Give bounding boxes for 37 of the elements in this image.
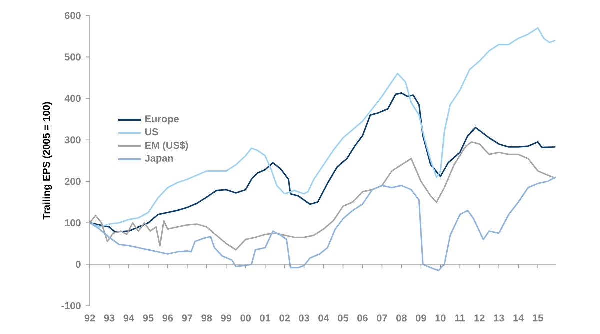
x-tick-label: 02 xyxy=(280,314,290,322)
x-tick-label: 09 xyxy=(416,314,426,322)
x-tick-label: 94 xyxy=(124,314,134,322)
x-tick-label: 10 xyxy=(436,314,446,322)
x-tick-label: 15 xyxy=(533,314,544,322)
x-tick-label: 93 xyxy=(104,314,115,322)
x-tick-label: 08 xyxy=(396,314,407,322)
x-tick-label: 98 xyxy=(202,314,212,322)
y-tick-label: 200 xyxy=(64,178,81,186)
x-tick-label: 92 xyxy=(84,314,96,322)
x-tick-label: 07 xyxy=(377,314,388,322)
x-tick-label: 14 xyxy=(514,314,524,322)
x-tick-label: 99 xyxy=(221,314,232,322)
y-tick-label: 600 xyxy=(64,12,81,20)
legend-label: Europe xyxy=(146,116,179,125)
y-tick-label: 300 xyxy=(64,136,81,144)
x-tick-label: 13 xyxy=(494,314,504,322)
x-tick-label: 96 xyxy=(162,314,174,322)
x-tick-label: 03 xyxy=(299,314,310,322)
y-axis-title: Trailing EPS (2005 = 100) xyxy=(42,102,52,220)
legend-label: EM (US$) xyxy=(146,142,188,152)
x-tick-label: 95 xyxy=(143,314,154,322)
x-tick-label: 06 xyxy=(358,314,368,322)
x-tick-label: 01 xyxy=(260,314,271,322)
x-tick-label: 04 xyxy=(318,314,330,322)
x-tick-label: 12 xyxy=(474,314,485,322)
legend-label: Japan xyxy=(145,154,174,164)
y-tick-label: -100 xyxy=(62,302,81,310)
y-tick-label: 500 xyxy=(64,54,81,61)
y-tick-label: 100 xyxy=(65,220,81,227)
y-tick-label: 0 xyxy=(76,260,81,268)
x-tick-label: 11 xyxy=(455,314,466,322)
x-tick-label: 00 xyxy=(240,314,251,322)
x-tick-label: 05 xyxy=(338,314,349,322)
y-tick-label: 400 xyxy=(64,95,81,102)
x-tick-label: 97 xyxy=(182,314,193,322)
legend-label: US xyxy=(145,128,158,136)
